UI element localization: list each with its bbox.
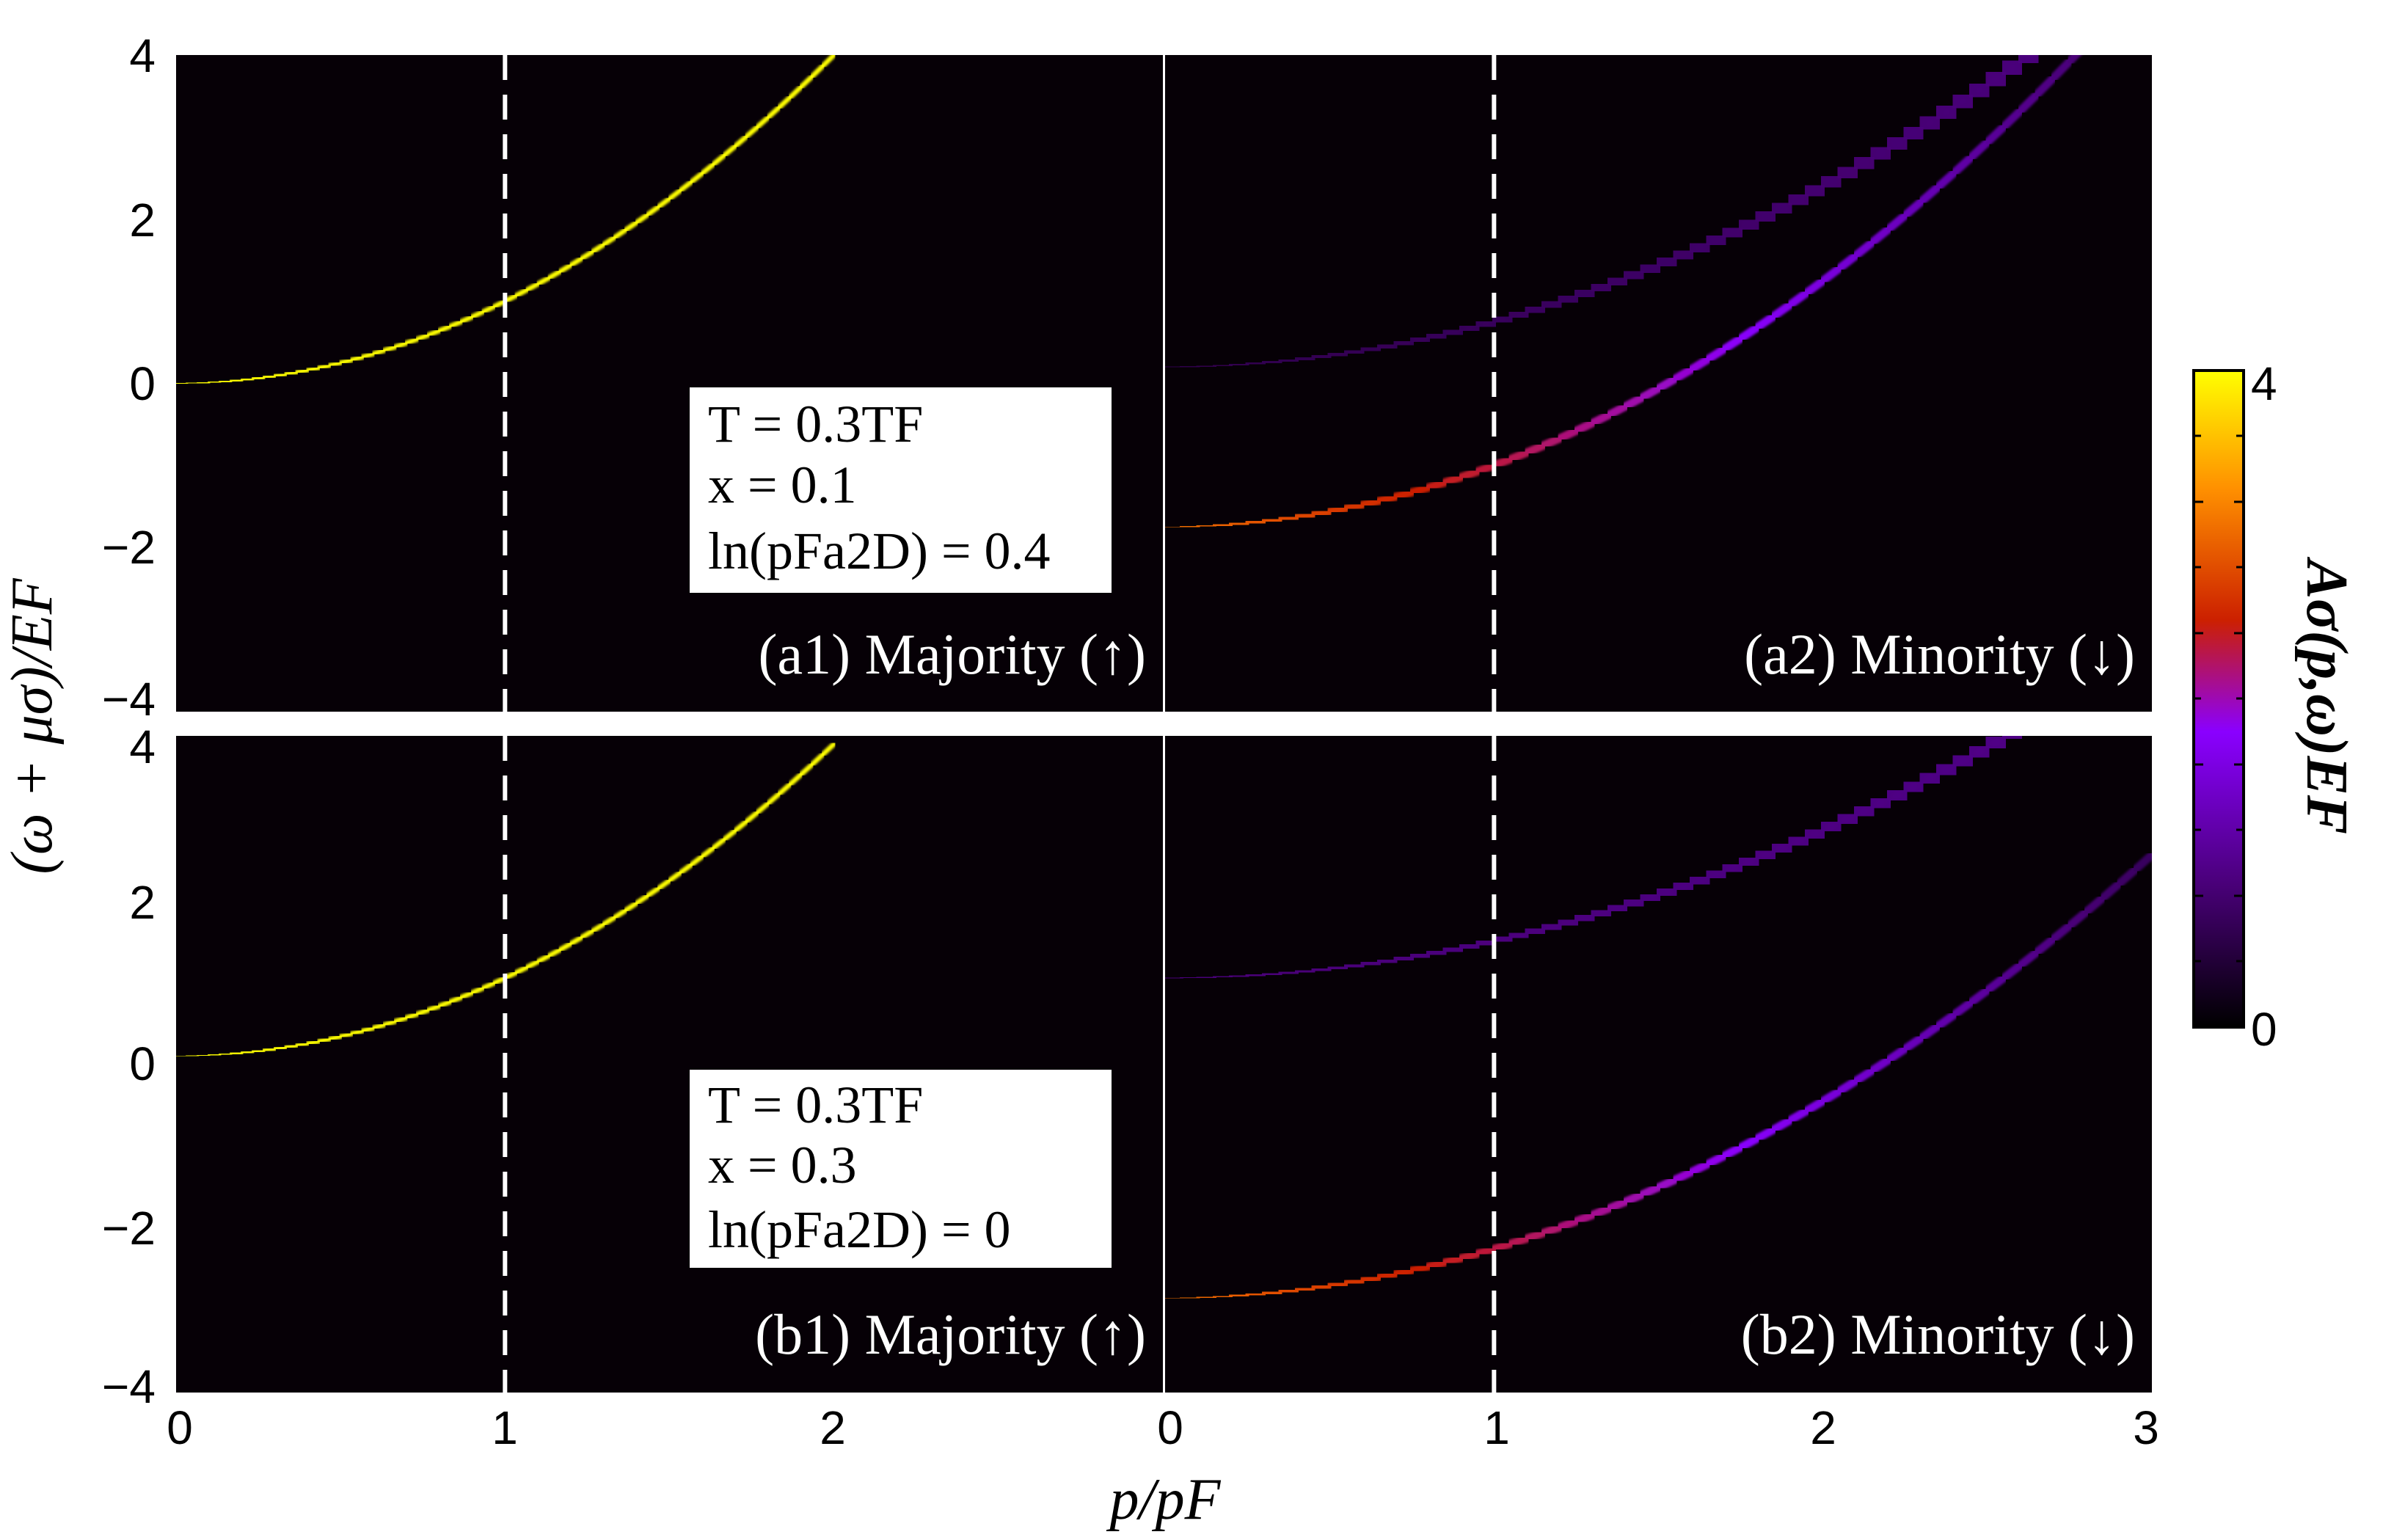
info-box-b1: T = 0.3TF x = 0.3 ln(pFa2D) = 0 bbox=[690, 1070, 1112, 1268]
x-tick-label: 0 bbox=[167, 1401, 193, 1454]
info-box-a1: T = 0.3TF x = 0.1 ln(pFa2D) = 0.4 bbox=[690, 387, 1112, 593]
colorbar-ticks bbox=[2194, 434, 2244, 963]
heatmap-branch-upper-broad bbox=[2041, 55, 2099, 67]
heatmap-branch-attractive-polaron bbox=[2131, 850, 2152, 874]
panel-background bbox=[1165, 736, 2152, 1393]
x-tick-label: 1 bbox=[1484, 1401, 1510, 1454]
x-ticks-left: 0 1 2 bbox=[167, 1401, 846, 1454]
heatmap-layer bbox=[1165, 736, 2152, 1393]
y-tick-label: 0 bbox=[129, 1037, 156, 1090]
y-tick-label: −4 bbox=[102, 1360, 156, 1413]
colorbar: 4 0 Aσ(p,ω)EF bbox=[2192, 357, 2359, 1056]
y-tick-label: 2 bbox=[129, 876, 156, 929]
y-axis-label: (ω + μσ)/EF bbox=[0, 577, 65, 874]
heatmap-branch-quasiparticle bbox=[820, 55, 837, 69]
heatmap-branch-quasiparticle bbox=[798, 73, 815, 90]
colorbar-label: Aσ(p,ω)EF bbox=[2294, 556, 2359, 834]
y-tick-label: 2 bbox=[129, 194, 156, 247]
heatmap-layer bbox=[176, 55, 837, 712]
x-tick-label: 2 bbox=[820, 1401, 846, 1454]
x-tick-label: 1 bbox=[492, 1401, 518, 1454]
info-temperature: T = 0.3TF bbox=[708, 395, 923, 453]
heatmap-branch-quasiparticle bbox=[809, 63, 826, 79]
x-tick-label: 2 bbox=[1810, 1401, 1836, 1454]
panel-background bbox=[176, 55, 1163, 712]
info-concentration: x = 0.1 bbox=[708, 456, 857, 514]
panel-label-a2: (a2) Minority (↓) bbox=[1744, 622, 2135, 686]
heatmap-branch-quasiparticle bbox=[765, 105, 782, 120]
x-tick-label: 3 bbox=[2133, 1401, 2159, 1454]
panel-background bbox=[176, 736, 1163, 1393]
y-tick-label: −4 bbox=[102, 673, 156, 726]
x-ticks-right: 0 1 2 3 bbox=[1157, 1401, 2159, 1454]
colorbar-max-label: 4 bbox=[2251, 357, 2277, 410]
heatmap-branch-quasiparticle bbox=[820, 741, 837, 757]
panel-b2-minority bbox=[1165, 736, 2152, 1393]
heatmap-branch-polaron bbox=[2119, 0, 2135, 10]
heatmap-branch-quasiparticle bbox=[776, 95, 793, 110]
x-tick-label: 0 bbox=[1157, 1401, 1183, 1454]
panel-label-a1: (a1) Majority (↑) bbox=[759, 622, 1146, 686]
info-temperature: T = 0.3TF bbox=[708, 1076, 923, 1134]
colorbar-gradient bbox=[2192, 369, 2245, 1029]
heatmap-branch-upper-broad bbox=[1996, 55, 2090, 91]
heatmap-branch-quasiparticle bbox=[809, 751, 826, 767]
y-tick-label: 4 bbox=[129, 29, 156, 82]
y-tick-label: 0 bbox=[129, 357, 156, 410]
heatmap-branch-quasiparticle bbox=[787, 84, 804, 101]
y-tick-label: −2 bbox=[102, 1202, 156, 1255]
heatmap-layer bbox=[1165, 0, 2135, 712]
info-interaction: ln(pFa2D) = 0.4 bbox=[708, 522, 1051, 580]
y-ticks-bottom: 4 2 0 −2 −4 bbox=[102, 720, 156, 1413]
heatmap-branch-repulsive-branch bbox=[1976, 736, 2079, 774]
info-interaction: ln(pFa2D) = 0 bbox=[708, 1200, 1011, 1259]
heatmap-layer bbox=[176, 736, 837, 1393]
heatmap-branch-polaron bbox=[2086, 27, 2103, 45]
heatmap-branch-quasiparticle bbox=[798, 762, 815, 777]
heatmap-branch-polaron bbox=[2103, 10, 2119, 27]
panel-label-b2: (b2) Minority (↓) bbox=[1741, 1302, 2135, 1366]
panel-a2-minority bbox=[1165, 0, 2152, 712]
colorbar-min-label: 0 bbox=[2251, 1003, 2277, 1056]
heatmap-branch-upper-broad bbox=[2086, 0, 2103, 12]
panel-b1-majority bbox=[176, 736, 1163, 1393]
panel-a1-majority bbox=[176, 55, 1163, 712]
y-tick-label: −2 bbox=[102, 521, 156, 574]
x-axis-label: p/pF bbox=[1106, 1467, 1221, 1532]
panel-label-b1: (b1) Majority (↑) bbox=[755, 1302, 1146, 1366]
info-concentration: x = 0.3 bbox=[708, 1136, 857, 1194]
y-tick-label: 4 bbox=[129, 720, 156, 773]
y-ticks-top: 4 2 0 −2 −4 bbox=[102, 29, 156, 726]
heatmap-branch-upper-broad bbox=[2016, 55, 2098, 79]
